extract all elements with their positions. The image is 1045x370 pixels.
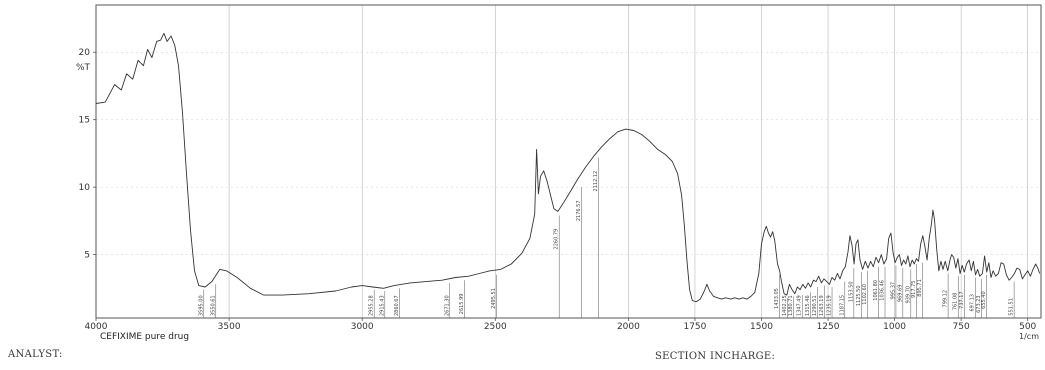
axes: 4000 3500 3000 2500 2000 1750 1500 1250 1000 750 5… [79,48,1037,332]
analyst-label: ANALYST: [8,349,63,360]
peak-label: 1153.50 [848,281,854,302]
spectrum-line [95,32,1041,303]
sample-label: CEFIXIME pure drug [100,332,189,342]
x-tick-label: 2000 [617,322,640,332]
x-tick-label: 1500 [750,322,773,332]
peak-label: 1290.51 [812,295,818,316]
x-tick-label: 1250 [817,322,840,332]
peak-label: 1187.15 [839,295,845,316]
plot-frame [95,4,1042,319]
peak-label: 2260.79 [554,229,560,250]
y-axis-label: %T [76,63,91,73]
peak-label: 995.37 [890,282,896,300]
peak-label: 2915.43 [379,295,385,316]
peak-label: 1433.05 [774,288,780,309]
x-tick-label: 500 [1019,322,1036,332]
section-incharge-label: SECTION INCHARGE: [655,351,776,362]
peak-label: 3550.61 [210,295,216,316]
peak-label: 2860.67 [394,295,400,316]
peak-label: 1036.46 [880,280,886,301]
peak-label: 761.08 [953,293,959,311]
peak-label: 1263.19 [819,295,825,316]
peak-label: 2176.57 [576,200,582,221]
peak-label: 799.12 [943,290,949,308]
y-tick-label: 5 [84,251,90,261]
peak-label: 697.13 [970,294,976,312]
y-tick-label: 15 [79,116,90,126]
peak-label: 1380.71 [788,295,794,316]
peak-label: 895.71 [917,279,923,297]
peak-label: 673.23 [976,295,982,313]
peak-label: 1125.50 [856,285,862,306]
x-axis-unit-label: 1/cm [1019,332,1039,341]
peak-label: 3595.00 [198,295,204,316]
x-tick-label: 3000 [351,322,374,332]
peak-label: 1235.19 [827,295,833,316]
peak-label: 2495.51 [491,288,497,309]
peak-label: 939.70 [905,286,911,304]
x-tick-label: 2500 [484,322,507,332]
peak-label: 1315.46 [805,295,811,316]
peak-label: 737.17 [959,291,965,309]
y-tick-label: 20 [79,48,91,58]
peak-label: 2955.28 [369,295,375,316]
x-tick-label: 3500 [218,322,241,332]
peak-label: 1061.80 [873,280,879,301]
peak-label: 655.40 [981,291,987,309]
x-tick-label: 1750 [683,322,706,332]
peak-label: 1102.60 [862,284,868,305]
peak-label: 1347.49 [797,295,803,316]
x-tick-label: 1000 [883,322,906,332]
grid [95,5,1041,318]
peak-label: 969.69 [897,285,903,303]
x-tick-label: 750 [953,322,970,332]
peak-label: 2671.30 [444,295,450,316]
x-tick-label: 4000 [85,322,108,332]
spectrum-series [95,32,1041,303]
peak-label: 2112.12 [593,171,599,192]
peak-label: 1402.25 [782,295,788,316]
peak-label: 551.51 [1009,298,1015,315]
peak-label: 2615.99 [459,294,465,315]
peak-annotations: 3595.00 3550.61 2955.28 2915.43 2860.67 2671.… [198,157,1015,318]
y-tick-label: 10 [79,183,91,193]
peak-label: 917.75 [911,281,917,299]
